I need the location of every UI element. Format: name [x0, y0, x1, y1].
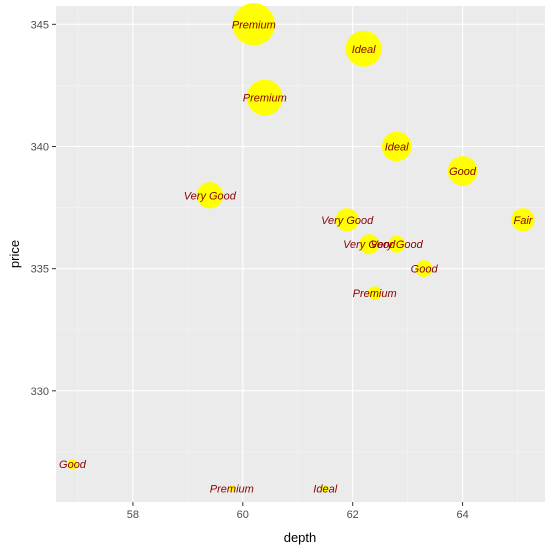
data-point — [359, 234, 380, 255]
data-point — [367, 286, 382, 300]
data-point-label: Very Good — [321, 215, 374, 227]
data-point — [511, 208, 535, 232]
data-point-label: Premium — [210, 484, 254, 496]
y-tick-label: 335 — [31, 264, 49, 276]
data-point-label: Ideal — [313, 484, 337, 496]
panel-background — [56, 6, 545, 502]
x-axis-ticks: 58 60 62 64 — [127, 502, 469, 521]
minor-gridlines — [56, 6, 545, 502]
data-point-label: Good — [59, 459, 87, 471]
data-point-label: Premium — [243, 93, 287, 105]
data-point — [447, 156, 478, 186]
data-point — [232, 3, 275, 46]
data-point-label: Premium — [232, 19, 276, 31]
y-tick-label: 330 — [31, 386, 49, 398]
data-point — [381, 131, 412, 162]
data-point-label: Very Good — [184, 190, 237, 202]
y-tick-label: 340 — [31, 141, 49, 153]
data-point-label: Ideal — [352, 44, 376, 56]
x-tick-label: 58 — [127, 509, 139, 521]
data-point — [345, 30, 382, 67]
data-point — [321, 484, 329, 493]
data-point — [335, 208, 359, 232]
x-tick-label: 64 — [456, 509, 468, 521]
data-points — [67, 3, 535, 493]
x-tick-label: 60 — [237, 509, 249, 521]
data-point-label: Premium — [353, 288, 397, 300]
data-point — [196, 182, 224, 209]
data-point-label: Good — [411, 264, 439, 276]
y-axis-ticks: 330 335 340 345 — [31, 19, 56, 398]
data-point-label: Very Good — [371, 239, 424, 251]
data-point — [67, 458, 78, 470]
x-axis-title: depth — [284, 530, 317, 545]
data-point-label: Fair — [514, 215, 534, 227]
data-point-label: Ideal — [385, 141, 409, 153]
data-point — [228, 484, 236, 493]
x-tick-label: 62 — [347, 509, 359, 521]
y-axis-title: price — [7, 240, 22, 268]
data-point — [246, 79, 283, 116]
data-point-label: Good — [449, 166, 477, 178]
data-point — [415, 260, 433, 278]
data-point-label: Very Good — [343, 239, 396, 251]
y-tick-label: 345 — [31, 19, 49, 31]
major-gridlines — [56, 6, 545, 502]
data-point — [388, 235, 406, 253]
